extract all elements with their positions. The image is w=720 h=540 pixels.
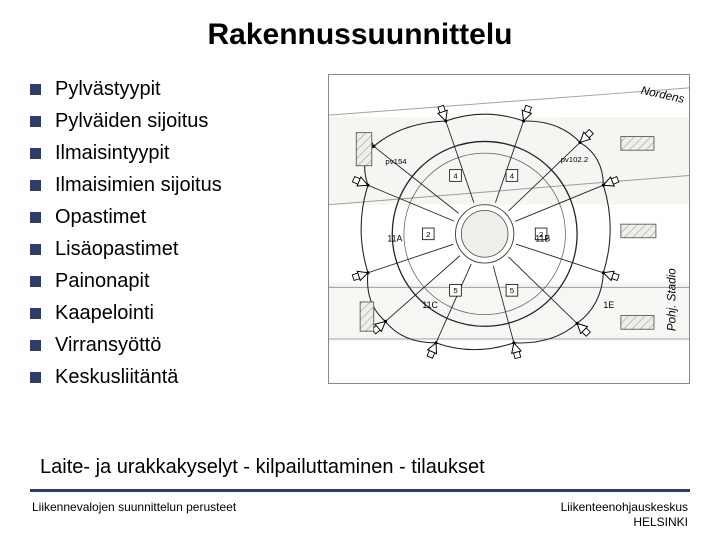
bullet-text: Pylväiden sijoitus: [55, 110, 208, 133]
bullet-square-icon: [30, 276, 41, 287]
bullet-item: Ilmaisimien sijoitus: [30, 174, 310, 197]
intersection-diagram: 442255NordensPohj. Stadiopv154pv102.211A…: [328, 74, 690, 384]
diagram-svg: 442255NordensPohj. Stadiopv154pv102.211A…: [329, 75, 689, 383]
bullet-square-icon: [30, 372, 41, 383]
bullet-text: Keskusliitäntä: [55, 366, 178, 389]
footer: Liikennevalojen suunnittelun perusteet L…: [30, 500, 690, 540]
footer-right-line1: Liikenteenohjauskeskus: [561, 500, 688, 515]
bullet-text: Ilmaisimien sijoitus: [55, 174, 222, 197]
footer-right: Liikenteenohjauskeskus HELSINKI: [561, 500, 688, 530]
svg-text:2: 2: [426, 230, 430, 239]
svg-text:4: 4: [453, 171, 458, 180]
svg-text:1E: 1E: [603, 300, 614, 310]
svg-text:11B: 11B: [535, 234, 550, 244]
svg-text:5: 5: [510, 286, 514, 295]
svg-text:pv154: pv154: [385, 157, 407, 166]
page-title: Rakennussuunnittelu: [30, 18, 690, 52]
bullet-item: Ilmaisintyypit: [30, 142, 310, 165]
bullet-text: Pylvästyypit: [55, 78, 161, 101]
bullet-list: Pylvästyypit Pylväiden sijoitus Ilmaisinty…: [30, 74, 310, 438]
bullet-square-icon: [30, 180, 41, 191]
bullet-square-icon: [30, 116, 41, 127]
subtitle: Laite- ja urakkakyselyt - kilpailuttamin…: [40, 456, 690, 479]
bullet-square-icon: [30, 84, 41, 95]
bullet-text: Ilmaisintyypit: [55, 142, 169, 165]
bullet-text: Lisäopastimet: [55, 238, 178, 261]
content-row: Pylvästyypit Pylväiden sijoitus Ilmaisinty…: [30, 74, 690, 438]
bullet-square-icon: [30, 340, 41, 351]
svg-text:11C: 11C: [422, 300, 437, 310]
bullet-text: Opastimet: [55, 206, 146, 229]
footer-left: Liikennevalojen suunnittelun perusteet: [32, 500, 236, 530]
bullet-square-icon: [30, 308, 41, 319]
bullet-item: Painonapit: [30, 270, 310, 293]
diagram-column: 442255NordensPohj. Stadiopv154pv102.211A…: [328, 74, 690, 438]
footer-right-line2: HELSINKI: [561, 515, 688, 530]
bullet-item: Kaapelointi: [30, 302, 310, 325]
bullet-item: Pylvästyypit: [30, 78, 310, 101]
bullet-item: Opastimet: [30, 206, 310, 229]
svg-text:5: 5: [453, 286, 457, 295]
divider: [30, 489, 690, 492]
bullet-text: Painonapit: [55, 270, 150, 293]
bullet-item: Lisäopastimet: [30, 238, 310, 261]
bullet-text: Kaapelointi: [55, 302, 154, 325]
bullet-square-icon: [30, 244, 41, 255]
svg-text:Pohj. Stadio: Pohj. Stadio: [665, 268, 678, 331]
bullet-square-icon: [30, 148, 41, 159]
svg-text:4: 4: [510, 171, 515, 180]
svg-text:pv102.2: pv102.2: [561, 155, 589, 164]
bullet-square-icon: [30, 212, 41, 223]
bullet-item: Virransyöttö: [30, 334, 310, 357]
bullet-item: Pylväiden sijoitus: [30, 110, 310, 133]
bullet-text: Virransyöttö: [55, 334, 161, 357]
svg-text:11A: 11A: [387, 234, 402, 244]
bullet-item: Keskusliitäntä: [30, 366, 310, 389]
